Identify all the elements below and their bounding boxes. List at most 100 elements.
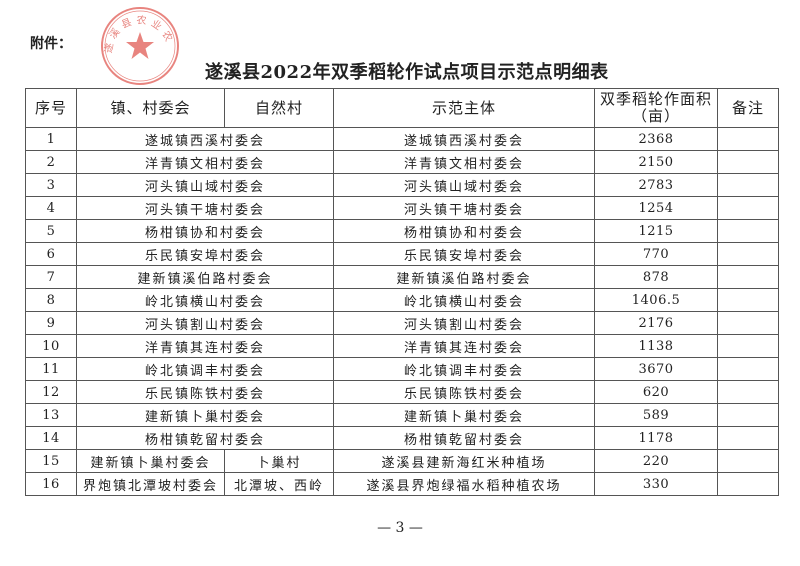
table-row: 8 岭北镇横山村委会 岭北镇横山村委会 1406.5	[25, 288, 779, 312]
official-seal: 遂溪县农业农	[101, 7, 179, 85]
cell-area: 770	[594, 242, 718, 266]
cell-note	[717, 357, 779, 381]
cell-area: 1178	[594, 426, 718, 450]
cell-area: 220	[594, 449, 718, 473]
cell-town: 建新镇卜巢村委会	[76, 403, 334, 427]
table-row: 14 杨柑镇乾留村委会 杨柑镇乾留村委会 1178	[25, 426, 779, 450]
cell-area: 878	[594, 265, 718, 289]
cell-town: 洋青镇其连村委会	[76, 334, 334, 358]
cell-note	[717, 196, 779, 220]
table-row: 16 界炮镇北潭坡村委会 北潭坡、西岭 遂溪县界炮绿福水稻种植农场 330	[25, 472, 779, 496]
cell-area: 3670	[594, 357, 718, 381]
cell-note	[717, 288, 779, 312]
cell-no: 14	[25, 426, 77, 450]
cell-no: 3	[25, 173, 77, 197]
cell-note	[717, 403, 779, 427]
cell-area: 2150	[594, 150, 718, 174]
demo-sites-table: 序号 镇、村委会 自然村 示范主体 双季稻轮作面积 （亩） 备注 1 遂城镇西溪村委…	[25, 88, 779, 496]
table-row: 1 遂城镇西溪村委会 遂城镇西溪村委会 2368	[25, 127, 779, 151]
header-entity: 示范主体	[333, 88, 595, 128]
cell-entity: 遂溪县界炮绿福水稻种植农场	[333, 472, 595, 496]
header-town: 镇、村委会	[76, 88, 225, 128]
cell-no: 10	[25, 334, 77, 358]
header-area-line2: （亩）	[631, 107, 680, 125]
table-row: 13 建新镇卜巢村委会 建新镇卜巢村委会 589	[25, 403, 779, 427]
cell-town: 遂城镇西溪村委会	[76, 127, 334, 151]
cell-no: 12	[25, 380, 77, 404]
cell-entity: 河头镇干塘村委会	[333, 196, 595, 220]
cell-entity: 河头镇山域村委会	[333, 173, 595, 197]
cell-note	[717, 173, 779, 197]
cell-area: 330	[594, 472, 718, 496]
cell-town: 乐民镇安埠村委会	[76, 242, 334, 266]
table-row: 11 岭北镇调丰村委会 岭北镇调丰村委会 3670	[25, 357, 779, 381]
cell-note	[717, 380, 779, 404]
cell-no: 6	[25, 242, 77, 266]
table-row: 3 河头镇山域村委会 河头镇山域村委会 2783	[25, 173, 779, 197]
cell-entity: 洋青镇文相村委会	[333, 150, 595, 174]
cell-no: 4	[25, 196, 77, 220]
seal-inner-ring	[104, 10, 176, 82]
cell-no: 7	[25, 265, 77, 289]
cell-town: 界炮镇北潭坡村委会	[76, 472, 225, 496]
header-note: 备注	[717, 88, 779, 128]
cell-no: 15	[25, 449, 77, 473]
cell-note	[717, 334, 779, 358]
cell-entity: 杨柑镇协和村委会	[333, 219, 595, 243]
cell-note	[717, 265, 779, 289]
header-area-line1: 双季稻轮作面积	[599, 90, 712, 108]
cell-town: 河头镇山域村委会	[76, 173, 334, 197]
cell-area: 2176	[594, 311, 718, 335]
cell-entity: 遂城镇西溪村委会	[333, 127, 595, 151]
cell-note	[717, 219, 779, 243]
header-village: 自然村	[224, 88, 334, 128]
cell-area: 1215	[594, 219, 718, 243]
cell-area: 589	[594, 403, 718, 427]
table-row: 15 建新镇卜巢村委会 卜巢村 遂溪县建新海红米种植场 220	[25, 449, 779, 473]
cell-village: 北潭坡、西岭	[224, 472, 334, 496]
cell-town: 洋青镇文相村委会	[76, 150, 334, 174]
cell-entity: 遂溪县建新海红米种植场	[333, 449, 595, 473]
cell-no: 5	[25, 219, 77, 243]
table-row: 12 乐民镇陈铁村委会 乐民镇陈铁村委会 620	[25, 380, 779, 404]
cell-note	[717, 311, 779, 335]
cell-no: 9	[25, 311, 77, 335]
cell-entity: 洋青镇其连村委会	[333, 334, 595, 358]
attachment-label: 附件：	[30, 36, 72, 52]
cell-entity: 岭北镇横山村委会	[333, 288, 595, 312]
cell-entity: 岭北镇调丰村委会	[333, 357, 595, 381]
cell-town: 岭北镇调丰村委会	[76, 357, 334, 381]
cell-note	[717, 242, 779, 266]
seal-lettering: 遂溪县农业农	[101, 13, 177, 54]
table-header-row: 序号 镇、村委会 自然村 示范主体 双季稻轮作面积 （亩） 备注	[25, 88, 779, 128]
cell-entity: 乐民镇陈铁村委会	[333, 380, 595, 404]
seal-lettering-path: 遂溪县农业农	[101, 13, 173, 54]
table-row: 4 河头镇干塘村委会 河头镇干塘村委会 1254	[25, 196, 779, 220]
cell-no: 16	[25, 472, 77, 496]
table-row: 10 洋青镇其连村委会 洋青镇其连村委会 1138	[25, 334, 779, 358]
cell-entity: 建新镇卜巢村委会	[333, 403, 595, 427]
table-row: 5 杨柑镇协和村委会 杨柑镇协和村委会 1215	[25, 219, 779, 243]
cell-town: 岭北镇横山村委会	[76, 288, 334, 312]
cell-entity: 河头镇割山村委会	[333, 311, 595, 335]
table-row: 2 洋青镇文相村委会 洋青镇文相村委会 2150	[25, 150, 779, 174]
cell-area: 1254	[594, 196, 718, 220]
header-no: 序号	[25, 88, 77, 128]
cell-town: 河头镇割山村委会	[76, 311, 334, 335]
table-row: 6 乐民镇安埠村委会 乐民镇安埠村委会 770	[25, 242, 779, 266]
cell-village: 卜巢村	[224, 449, 334, 473]
cell-note	[717, 426, 779, 450]
cell-note	[717, 127, 779, 151]
seal-outer-ring	[101, 7, 179, 85]
cell-area: 2783	[594, 173, 718, 197]
cell-no: 2	[25, 150, 77, 174]
document-title: 遂溪县2022年双季稻轮作试点项目示范点明细表	[205, 62, 609, 83]
seal-star-icon	[126, 32, 154, 59]
cell-no: 11	[25, 357, 77, 381]
cell-area: 2368	[594, 127, 718, 151]
cell-note	[717, 449, 779, 473]
cell-area: 1138	[594, 334, 718, 358]
cell-town: 乐民镇陈铁村委会	[76, 380, 334, 404]
cell-town: 河头镇干塘村委会	[76, 196, 334, 220]
cell-town: 杨柑镇乾留村委会	[76, 426, 334, 450]
